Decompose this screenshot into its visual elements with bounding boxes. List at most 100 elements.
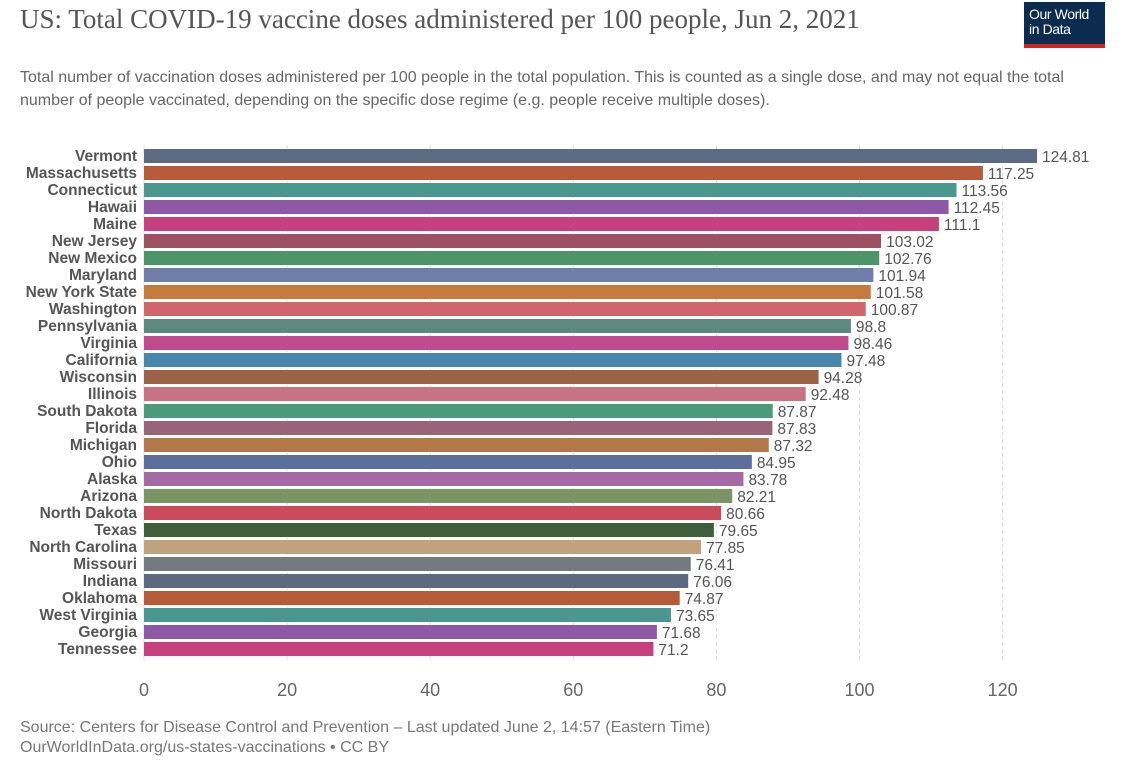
value-label: 112.45 [954,200,1000,217]
bar[interactable] [144,336,849,350]
bar[interactable] [144,166,983,180]
x-tick-label: 100 [844,680,874,700]
chart-subtitle: Total number of vaccination doses admini… [20,69,1064,109]
bar[interactable] [144,557,691,571]
footer: Source: Centers for Disease Control and … [20,718,710,758]
bar[interactable] [144,642,654,656]
category-label: Georgia [78,624,137,641]
value-label: 74.87 [685,591,724,608]
logo-line-1: Our World [1029,6,1089,22]
value-label: 76.06 [693,574,732,591]
bar[interactable] [144,472,744,486]
bar[interactable] [144,387,806,401]
category-label: Florida [85,420,137,437]
category-label: Vermont [75,148,137,165]
bar[interactable] [144,421,773,435]
value-label: 80.66 [726,506,765,523]
bar[interactable] [144,540,702,554]
category-label: Illinois [88,386,137,403]
value-label: 101.94 [878,268,926,285]
category-label: New Mexico [48,250,137,267]
category-label: Tennessee [58,641,137,658]
value-label: 92.48 [811,387,850,404]
category-label: South Dakota [37,403,137,420]
bar[interactable] [144,183,957,197]
bar[interactable] [144,523,714,537]
value-label: 94.28 [824,370,863,387]
value-label: 98.46 [853,336,892,353]
value-label: 98.8 [856,319,886,336]
bar[interactable] [144,217,939,231]
value-label: 117.25 [988,166,1034,183]
value-label: 79.65 [719,523,758,540]
owid-logo[interactable]: Our World in Data [1024,2,1105,48]
value-label: 82.21 [737,489,776,506]
category-label: Oklahoma [62,590,137,607]
category-label: Ohio [102,454,137,471]
bar[interactable] [144,285,871,299]
category-label: Virginia [80,335,137,352]
value-label: 71.2 [658,642,688,659]
bar[interactable] [144,506,722,520]
x-axis-ticks: 0 20 40 60 80 100 120 [139,680,1018,700]
category-label: Hawaii [88,199,137,216]
category-label: Wisconsin [60,369,137,386]
category-label: Connecticut [47,182,137,199]
value-label: 87.83 [777,421,816,438]
bar[interactable] [144,591,680,605]
value-label: 77.85 [706,540,745,557]
bar[interactable] [144,574,689,588]
category-label: Michigan [70,437,137,454]
source-note: Source: Centers for Disease Control and … [20,719,711,736]
bar[interactable] [144,302,866,316]
bar[interactable] [144,438,769,452]
bar[interactable] [144,404,773,418]
x-tick-label: 60 [563,680,583,700]
bar[interactable] [144,200,949,214]
x-tick-label: 120 [988,680,1018,700]
category-label: Indiana [83,573,138,590]
bar[interactable] [144,251,880,265]
bar[interactable] [144,353,842,367]
bar[interactable] [144,149,1038,163]
category-label: Arizona [80,488,137,505]
category-label: New Jersey [52,233,138,250]
category-label: Massachusetts [26,165,137,182]
bar[interactable] [144,319,851,333]
x-tick-label: 40 [420,680,440,700]
bar-chart: VermontMassachusettsConnecticutHawaiiMai… [26,145,1089,700]
value-label: 124.81 [1042,149,1089,166]
bar[interactable] [144,370,819,384]
value-label: 73.65 [676,608,715,625]
value-label: 84.95 [757,455,796,472]
bar[interactable] [144,268,874,282]
source-url[interactable]: OurWorldInData.org/us-states-vaccination… [20,739,389,756]
category-label: Maine [93,216,137,233]
value-label: 97.48 [846,353,885,370]
category-label: California [66,352,138,369]
value-label: 103.02 [886,234,933,251]
category-label: North Carolina [29,539,137,556]
x-tick-label: 0 [139,680,149,700]
bar[interactable] [144,625,657,639]
category-label: Pennsylvania [38,318,137,335]
category-label: Alaska [87,471,137,488]
chart-title: US: Total COVID-19 vaccine doses adminis… [20,4,860,34]
category-label: Washington [49,301,137,318]
value-label: 76.41 [696,557,735,574]
value-label: 87.32 [774,438,813,455]
value-label: 113.56 [962,183,1008,200]
category-labels: VermontMassachusettsConnecticutHawaiiMai… [26,148,138,658]
x-tick-label: 20 [277,680,297,700]
category-label: New York State [26,284,138,301]
category-label: North Dakota [40,505,138,522]
value-label: 102.76 [884,251,931,268]
bar[interactable] [144,608,671,622]
x-tick-label: 80 [706,680,726,700]
bar[interactable] [144,234,882,248]
value-label: 101.58 [876,285,923,302]
logo-line-2: in Data [1029,21,1071,37]
bar[interactable] [144,455,752,469]
bar[interactable] [144,489,733,503]
value-label: 83.78 [748,472,787,489]
